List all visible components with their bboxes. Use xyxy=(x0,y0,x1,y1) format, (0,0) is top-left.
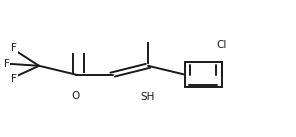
Text: F: F xyxy=(11,43,17,53)
Text: O: O xyxy=(72,91,80,101)
Text: Cl: Cl xyxy=(216,40,227,50)
Text: F: F xyxy=(4,59,9,69)
Text: F: F xyxy=(11,74,17,84)
Text: SH: SH xyxy=(141,92,155,102)
